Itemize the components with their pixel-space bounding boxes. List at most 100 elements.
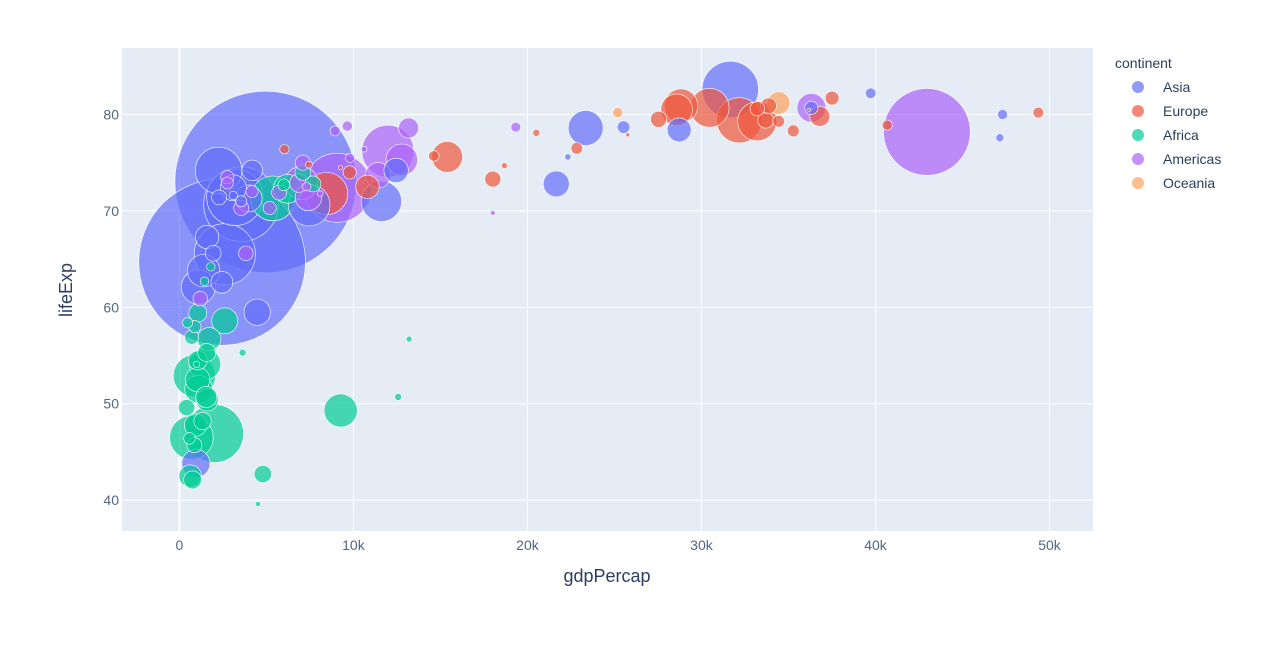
data-point-europe[interactable] (484, 170, 502, 188)
data-point-asia[interactable] (616, 120, 631, 134)
data-point-africa[interactable] (199, 276, 210, 286)
data-point-africa[interactable] (193, 360, 201, 368)
data-point-africa[interactable] (277, 178, 290, 192)
data-point-africa[interactable] (183, 432, 196, 445)
legend-item-asia[interactable]: Asia (1132, 79, 1190, 95)
data-point-americas[interactable] (489, 210, 496, 216)
data-point-africa[interactable] (253, 465, 272, 484)
data-point-americas[interactable] (192, 291, 208, 307)
data-point-europe[interactable] (501, 162, 508, 169)
x-tick-label: 0 (176, 537, 184, 553)
y-tick-label: 60 (103, 299, 119, 315)
x-tick-label: 40k (864, 537, 888, 553)
data-point-asia[interactable] (542, 170, 570, 198)
data-point-asia[interactable] (235, 195, 248, 208)
data-point-africa[interactable] (206, 262, 216, 272)
legend-label: Africa (1163, 127, 1199, 143)
data-point-europe[interactable] (1032, 106, 1045, 119)
y-axis-ticks: 40 50 60 70 80 (103, 107, 119, 509)
data-point-asia[interactable] (865, 87, 877, 99)
data-point-americas[interactable] (345, 152, 355, 163)
legend-title: continent (1115, 55, 1172, 71)
data-point-europe[interactable] (428, 150, 440, 162)
data-point-oceania[interactable] (612, 107, 624, 118)
data-point-africa[interactable] (211, 307, 238, 335)
data-point-americas[interactable] (302, 182, 312, 192)
data-point-africa[interactable] (394, 393, 403, 401)
data-point-europe[interactable] (279, 144, 290, 155)
data-point-europe[interactable] (772, 115, 785, 128)
data-point-africa[interactable] (405, 335, 413, 343)
data-point-europe[interactable] (807, 107, 811, 112)
data-point-africa[interactable] (255, 501, 261, 507)
data-point-europe[interactable] (824, 90, 840, 106)
data-point-asia[interactable] (995, 133, 1005, 142)
x-tick-label: 10k (342, 537, 366, 553)
data-point-asia[interactable] (241, 159, 263, 181)
legend-marker (1132, 105, 1144, 117)
data-point-africa[interactable] (183, 470, 202, 490)
data-point-americas[interactable] (398, 117, 419, 139)
data-point-americas[interactable] (317, 190, 324, 197)
data-point-africa[interactable] (238, 348, 247, 357)
legend-label: Asia (1163, 79, 1190, 95)
data-point-americas[interactable] (360, 146, 368, 153)
data-point-asia[interactable] (997, 109, 1008, 120)
data-point-americas[interactable] (329, 125, 341, 137)
data-point-africa[interactable] (323, 393, 358, 428)
data-point-africa[interactable] (195, 386, 218, 408)
data-point-europe[interactable] (650, 110, 668, 128)
data-point-americas[interactable] (245, 185, 259, 198)
data-point-africa[interactable] (193, 412, 212, 431)
data-point-europe[interactable] (881, 119, 893, 131)
data-point-europe[interactable] (749, 101, 765, 117)
legend-item-africa[interactable]: Africa (1132, 127, 1199, 143)
legend-item-oceania[interactable]: Oceania (1132, 175, 1215, 191)
data-point-europe[interactable] (342, 165, 357, 180)
data-point-asia[interactable] (564, 153, 572, 161)
data-point-europe[interactable] (787, 124, 800, 138)
legend-marker (1132, 153, 1144, 165)
data-point-americas[interactable] (883, 88, 971, 176)
x-axis-title: gdpPercap (563, 566, 650, 586)
data-point-asia[interactable] (243, 298, 271, 326)
data-point-europe[interactable] (570, 142, 583, 155)
y-tick-label: 80 (103, 107, 119, 123)
legend[interactable]: continent Asia Europe Africa Americas Oceani… (1115, 55, 1221, 191)
legend-item-americas[interactable]: Americas (1132, 151, 1221, 167)
data-points (138, 60, 1045, 507)
x-tick-label: 20k (516, 537, 540, 553)
data-point-asia[interactable] (383, 157, 409, 183)
data-point-asia[interactable] (804, 100, 819, 115)
data-point-europe[interactable] (338, 165, 343, 170)
x-tick-label: 50k (1038, 537, 1062, 553)
data-point-americas[interactable] (221, 176, 234, 190)
data-point-americas[interactable] (238, 245, 254, 261)
data-point-europe[interactable] (305, 160, 313, 169)
data-point-asia[interactable] (567, 110, 604, 146)
data-point-asia[interactable] (210, 271, 234, 294)
legend-label: Oceania (1163, 175, 1215, 191)
legend-marker (1132, 129, 1144, 141)
data-point-americas[interactable] (510, 121, 521, 133)
data-point-europe[interactable] (532, 129, 541, 137)
data-point-asia[interactable] (195, 225, 220, 250)
data-point-asia[interactable] (211, 189, 227, 206)
y-tick-label: 50 (103, 396, 119, 412)
data-point-asia[interactable] (228, 190, 238, 201)
x-tick-label: 30k (690, 537, 714, 553)
data-point-americas[interactable] (341, 120, 353, 132)
data-point-africa[interactable] (197, 343, 216, 362)
data-point-asia[interactable] (666, 117, 692, 143)
legend-marker (1132, 177, 1144, 189)
data-point-americas[interactable] (262, 201, 277, 215)
data-point-africa[interactable] (178, 399, 196, 417)
data-point-europe[interactable] (355, 174, 380, 199)
data-point-europe[interactable] (625, 132, 631, 138)
legend-item-europe[interactable]: Europe (1132, 103, 1208, 119)
legend-marker (1132, 81, 1144, 93)
data-point-asia[interactable] (205, 245, 222, 262)
data-point-africa[interactable] (182, 317, 193, 329)
legend-label: Americas (1163, 151, 1221, 167)
